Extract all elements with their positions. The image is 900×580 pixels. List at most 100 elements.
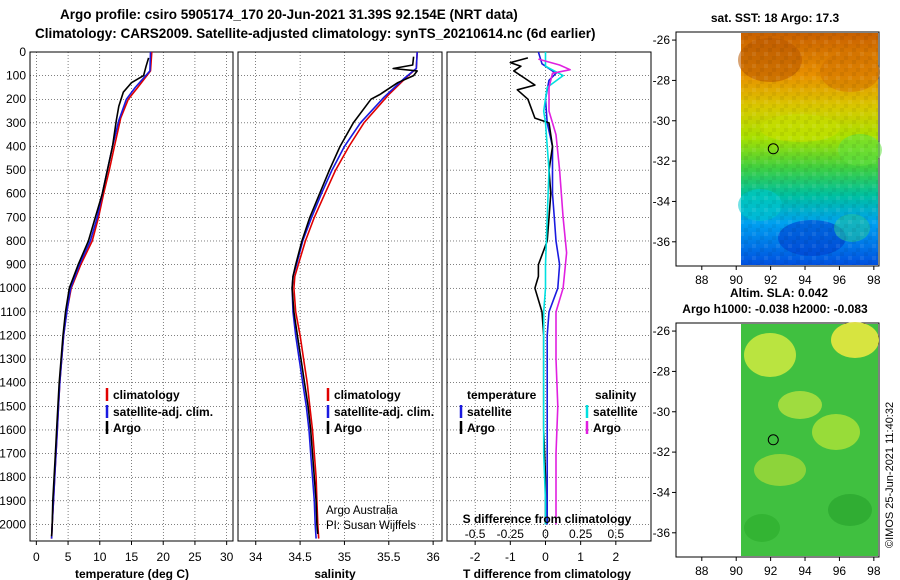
s-diff-tick-label: -0.5 bbox=[465, 527, 486, 541]
x-tick-label: 35.5 bbox=[377, 550, 401, 564]
sla-high-patch bbox=[778, 391, 822, 419]
sla-argo-location-marker bbox=[767, 434, 779, 446]
x-tick-label: 20 bbox=[157, 550, 171, 564]
sla-map-axes: 88 90 92 94 96 98 -26 -28 -30 -32 -34 -36 bbox=[653, 324, 881, 578]
lon-tick-label: 94 bbox=[798, 273, 812, 287]
s-diff-tick-label: -0.25 bbox=[497, 527, 525, 541]
lon-tick-label: 90 bbox=[730, 273, 744, 287]
legend-satellite-adj-label: satellite-adj. clim. bbox=[113, 405, 213, 419]
x-tick-label: -2 bbox=[470, 550, 481, 564]
sla-high-patch bbox=[754, 454, 806, 486]
s-diff-tick-label: 0.25 bbox=[569, 527, 593, 541]
x-tick-label: 2 bbox=[612, 550, 619, 564]
x-tick-label: 36 bbox=[426, 550, 440, 564]
temperature-plot-frame bbox=[29, 51, 234, 542]
depth-tick-label: 300 bbox=[6, 116, 26, 130]
profile-line-argo bbox=[50, 57, 150, 537]
lat-tick-label: -26 bbox=[653, 324, 671, 338]
depth-tick-label: 800 bbox=[6, 234, 26, 248]
legend-argo-label: Argo bbox=[334, 421, 362, 435]
lon-tick-label: 94 bbox=[798, 564, 812, 578]
sla-map-title: Altim. SLA: 0.042 bbox=[730, 286, 828, 300]
lat-tick-label: -34 bbox=[653, 194, 671, 208]
legend-temperature-header: temperature bbox=[467, 388, 537, 402]
depth-tick-label: 0 bbox=[19, 45, 26, 59]
lon-tick-label: 96 bbox=[833, 564, 847, 578]
legend-climatology-label: climatology bbox=[113, 388, 180, 402]
depth-tick-label: 1500 bbox=[0, 399, 26, 413]
sla-high-patch bbox=[812, 414, 860, 450]
sst-map-panel: sat. SST: 18 Argo: 17.3 88 90 92 94 96 98 -26 -… bbox=[653, 11, 882, 287]
lat-tick-label: -26 bbox=[653, 33, 671, 47]
sst-pixel-texture bbox=[741, 33, 878, 265]
salinity-axis: 34 34.5 35 35.5 36 bbox=[249, 541, 440, 564]
lon-tick-label: 92 bbox=[764, 273, 778, 287]
salinity-legend: climatology satellite-adj. clim. Argo bbox=[326, 388, 434, 435]
salinity-panel: 34 34.5 35 35.5 36 salinity climatology sate… bbox=[237, 51, 443, 580]
legend-s-argo-label: Argo bbox=[593, 421, 621, 435]
s-diff-tick-label: 0 bbox=[542, 527, 549, 541]
legend-climatology-label: climatology bbox=[334, 388, 401, 402]
lat-tick-label: -32 bbox=[653, 154, 671, 168]
depth-tick-label: 500 bbox=[6, 163, 26, 177]
depth-tick-label: 1700 bbox=[0, 447, 26, 461]
x-tick-label: 0 bbox=[33, 550, 40, 564]
x-tick-label: 34.5 bbox=[288, 550, 312, 564]
difference-legend: temperature salinity satellite Argo sate… bbox=[459, 388, 638, 435]
depth-tick-label: 1200 bbox=[0, 328, 26, 342]
legend-t-argo-label: Argo bbox=[467, 421, 495, 435]
lat-tick-label: -36 bbox=[653, 235, 671, 249]
s-difference-axis-label: S difference from climatology bbox=[463, 512, 632, 526]
figure-title-line1: Argo profile: csiro 5905174_170 20-Jun-2… bbox=[60, 7, 518, 22]
x-tick-label: 30 bbox=[220, 550, 234, 564]
profile-line-salinity-argo bbox=[538, 58, 571, 525]
temperature-profiles bbox=[50, 51, 153, 539]
lat-tick-label: -30 bbox=[653, 405, 671, 419]
lat-tick-label: -36 bbox=[653, 526, 671, 540]
imos-credit: ©IMOS 25-Jun-2021 11:40:32 bbox=[884, 402, 896, 548]
difference-grid bbox=[447, 51, 651, 541]
profile-line-temperature-satellite bbox=[537, 51, 561, 525]
lat-tick-label: -30 bbox=[653, 114, 671, 128]
x-tick-label: 1 bbox=[577, 550, 584, 564]
s-difference-axis: -0.5 -0.25 0 0.25 0.5 bbox=[465, 527, 625, 541]
legend-s-satellite-label: satellite bbox=[593, 405, 638, 419]
depth-tick-label: 200 bbox=[6, 92, 26, 106]
sla-field bbox=[741, 322, 879, 556]
t-difference-axis: -2 -1 0 1 2 bbox=[470, 541, 619, 564]
lon-tick-label: 98 bbox=[867, 564, 881, 578]
depth-tick-label: 400 bbox=[6, 139, 26, 153]
depth-tick-label: 100 bbox=[6, 69, 26, 83]
depth-tick-label: 700 bbox=[6, 210, 26, 224]
lat-tick-label: -28 bbox=[653, 364, 671, 378]
profile-line-salinity-satellite bbox=[542, 52, 564, 525]
depth-tick-label: 1900 bbox=[0, 494, 26, 508]
lon-tick-label: 88 bbox=[695, 273, 709, 287]
depth-axis: 0 100 200 300 400 500 600 700 800 900 1000 1100 1200… bbox=[0, 45, 26, 531]
salinity-plot-frame bbox=[237, 51, 443, 542]
difference-panel: -2 -1 0 1 2 -0.5 -0.25 0 0.25 0.5 T difference f… bbox=[446, 51, 652, 580]
figure-title-line2: Climatology: CARS2009. Satellite-adjuste… bbox=[35, 26, 595, 41]
credit-argo-australia: Argo Australia bbox=[326, 505, 398, 517]
x-tick-label: 0 bbox=[542, 550, 549, 564]
lon-tick-label: 96 bbox=[833, 273, 847, 287]
depth-tick-label: 600 bbox=[6, 187, 26, 201]
lon-tick-label: 92 bbox=[764, 564, 778, 578]
temperature-axis-label: temperature (deg C) bbox=[75, 567, 189, 580]
legend-satellite-adj-label: satellite-adj. clim. bbox=[334, 405, 434, 419]
sla-map-subtitle: Argo h1000: -0.038 h2000: -0.083 bbox=[682, 302, 868, 316]
sst-map-axes: 88 90 92 94 96 98 -26 -28 -30 -32 -34 -36 bbox=[653, 33, 881, 287]
salinity-axis-label: salinity bbox=[314, 567, 356, 580]
legend-salinity-header: salinity bbox=[595, 388, 637, 402]
lat-tick-label: -28 bbox=[653, 73, 671, 87]
depth-tick-label: 1400 bbox=[0, 376, 26, 390]
x-tick-label: 10 bbox=[93, 550, 107, 564]
salinity-profiles bbox=[291, 51, 419, 539]
legend-t-satellite-label: satellite bbox=[467, 405, 512, 419]
sla-map-panel: Altim. SLA: 0.042 Argo h1000: -0.038 h20… bbox=[653, 286, 881, 578]
sla-low-patch bbox=[828, 494, 872, 526]
depth-tick-label: 1300 bbox=[0, 352, 26, 366]
depth-tick-label: 1800 bbox=[0, 470, 26, 484]
s-diff-tick-label: 0.5 bbox=[607, 527, 624, 541]
